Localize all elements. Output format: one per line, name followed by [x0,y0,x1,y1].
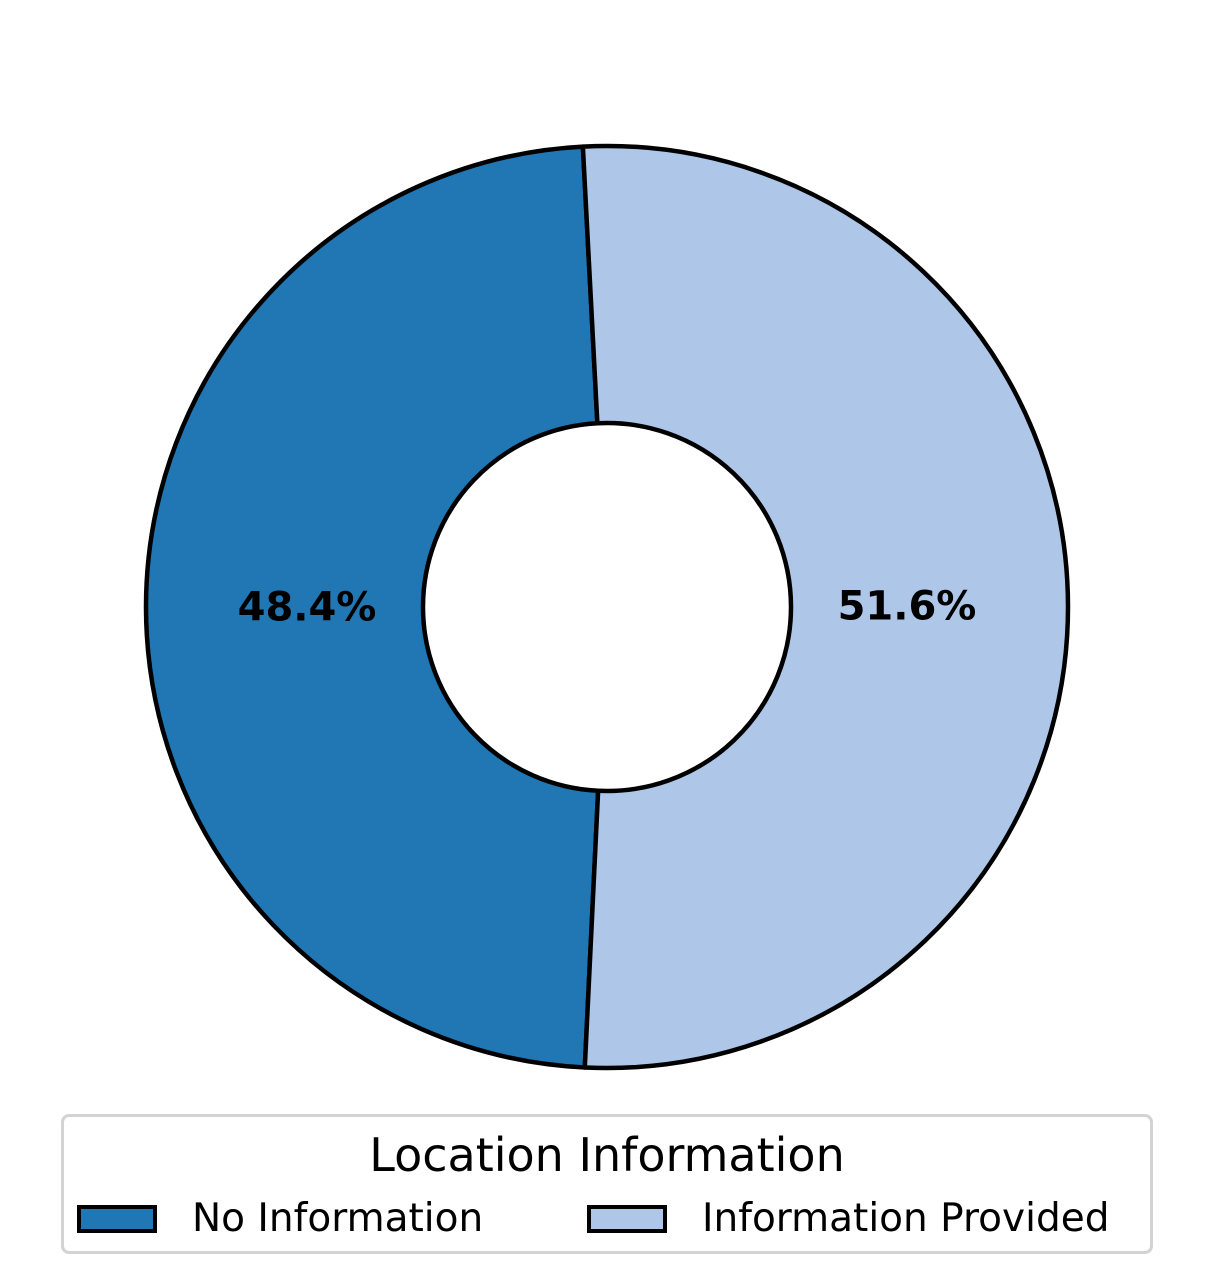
slice-label-information-provided: 51.6% [838,583,977,629]
slice-label-no-information: 48.4% [238,585,377,631]
legend-entry-information-provided: Information Provided [587,1199,1109,1239]
legend-swatch-information-provided [587,1205,667,1233]
legend: Location Information No Information Info… [61,1114,1153,1254]
legend-label-no-information: No Information [192,1196,484,1241]
legend-entry-no-information: No Information [77,1199,483,1239]
donut-slices [143,143,1071,1071]
slice-information-provided [580,143,1071,1071]
slice-no-information [143,144,601,1070]
legend-swatch-no-information [77,1205,157,1233]
legend-title: Location Information [369,1128,845,1182]
slice-labels: 48.4% 51.6% [238,583,977,630]
legend-label-information-provided: Information Provided [702,1196,1110,1241]
